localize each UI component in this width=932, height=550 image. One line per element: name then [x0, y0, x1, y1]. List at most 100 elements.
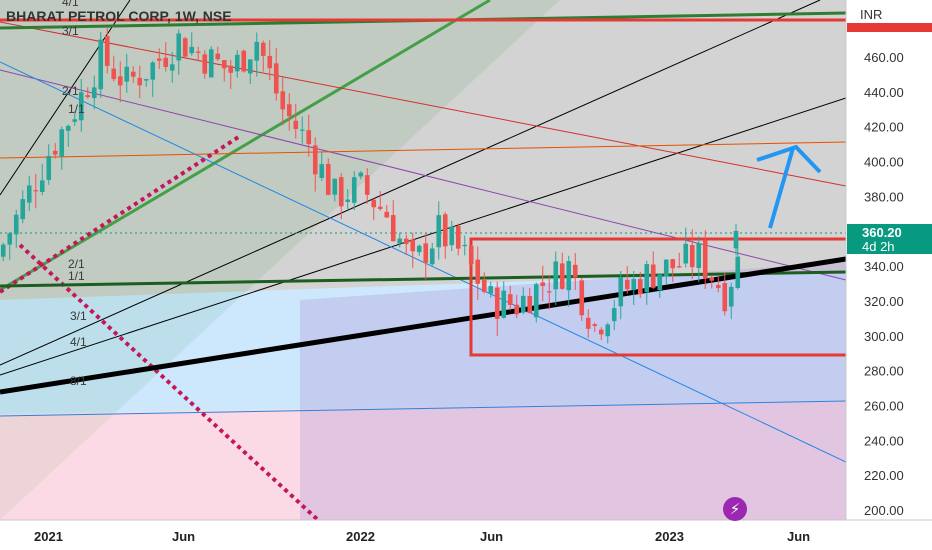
candle-down	[182, 38, 188, 57]
candle-up	[533, 284, 539, 318]
candle-up	[150, 62, 156, 80]
candle-down	[546, 291, 552, 293]
candle-up	[169, 64, 175, 71]
candle-down	[390, 215, 396, 242]
candle-down	[709, 277, 715, 281]
candle-down	[241, 50, 247, 72]
candle-down	[572, 264, 578, 278]
time-tick: 2023	[655, 529, 684, 544]
candle-down	[507, 294, 513, 305]
candle-up	[98, 39, 104, 90]
time-tick: Jun	[172, 529, 195, 544]
fan-line-blue	[0, 61, 846, 463]
candle-up	[124, 66, 130, 82]
candle-down	[312, 145, 318, 175]
chart-title: BHARAT PETROL CORP, 1W, NSE	[6, 8, 232, 24]
candle-down	[371, 199, 377, 208]
candle-up	[65, 125, 71, 131]
price-tick: 340.00	[864, 259, 904, 274]
candle-down	[598, 329, 604, 335]
fib-label: 4/1	[70, 335, 87, 349]
candle-up	[78, 92, 84, 121]
price-axis-panel[interactable]	[846, 0, 932, 550]
candle-up	[72, 119, 78, 122]
candle-up	[247, 59, 253, 74]
candle-down	[475, 259, 481, 284]
price-tick: 280.00	[864, 364, 904, 379]
candle-down	[280, 91, 286, 110]
candle-down	[137, 77, 143, 86]
fib-label: 8/1	[70, 374, 87, 388]
candles-layer	[0, 28, 741, 344]
candle-down	[540, 282, 546, 287]
candle-up	[436, 215, 442, 248]
candle-down	[260, 42, 266, 56]
candle-down	[676, 266, 682, 268]
candle-down	[410, 239, 416, 252]
candle-last	[733, 230, 739, 249]
time-tick: Jun	[787, 529, 810, 544]
candle-up	[566, 261, 572, 291]
candle-up	[611, 308, 617, 322]
candle-up	[208, 49, 214, 78]
candle-down	[117, 76, 123, 86]
candle-down	[442, 214, 448, 247]
fan-line-thin-2	[0, 0, 821, 366]
candle-down	[481, 280, 487, 292]
candle-up	[7, 233, 13, 245]
price-tick: 420.00	[864, 120, 904, 135]
price-tick: 440.00	[864, 85, 904, 100]
candle-up	[176, 33, 182, 61]
candle-up	[488, 286, 494, 294]
candle-down	[715, 285, 721, 289]
candle-up	[429, 248, 435, 265]
candle-up	[683, 243, 689, 264]
candle-down	[364, 175, 370, 195]
candle-up	[449, 226, 455, 246]
candle-up	[39, 180, 45, 192]
candle-up	[397, 238, 403, 244]
fib-label: 2/1	[68, 257, 85, 271]
candle-up	[13, 214, 19, 235]
candle-down	[702, 240, 708, 279]
candle-down	[468, 246, 474, 265]
candle-up	[553, 261, 559, 290]
time-tick: 2022	[346, 529, 375, 544]
candle-up	[657, 274, 663, 291]
price-tick: 220.00	[864, 468, 904, 483]
candle-down	[377, 206, 383, 209]
time-axis-panel[interactable]	[0, 520, 846, 550]
candle-up	[618, 277, 624, 307]
candle-up	[728, 286, 734, 307]
candle-down	[163, 57, 169, 68]
candle-up	[345, 199, 351, 203]
fib-label: 1/1	[68, 102, 85, 116]
last-price-value: 360.20	[862, 225, 902, 240]
fib-label: 2/1	[62, 84, 79, 98]
candle-up	[416, 245, 422, 253]
fib-label: 3/1	[62, 24, 79, 38]
candle-down	[325, 163, 331, 195]
target-arrow-shaft	[768, 147, 795, 229]
candle-down	[273, 63, 279, 94]
candle-up	[631, 279, 637, 290]
candle-up	[26, 185, 32, 203]
candle-down	[267, 55, 273, 69]
candle-down	[650, 264, 656, 288]
candle-down	[52, 150, 58, 155]
consolidation-box[interactable]	[469, 237, 851, 357]
candle-up	[501, 290, 507, 318]
fan-line-blue-flat	[0, 400, 846, 417]
candle-down	[33, 190, 39, 192]
lightning-icon[interactable]: ⚡	[723, 497, 747, 521]
candle-up	[605, 324, 611, 337]
candle-up	[46, 155, 52, 180]
fan-line-thin-1	[0, 0, 131, 196]
fan-zone-pink	[0, 400, 846, 520]
time-tick: Jun	[480, 529, 503, 544]
currency-label: INR	[860, 7, 882, 22]
fan-zone-purple	[300, 262, 846, 520]
candle-up	[91, 87, 97, 99]
